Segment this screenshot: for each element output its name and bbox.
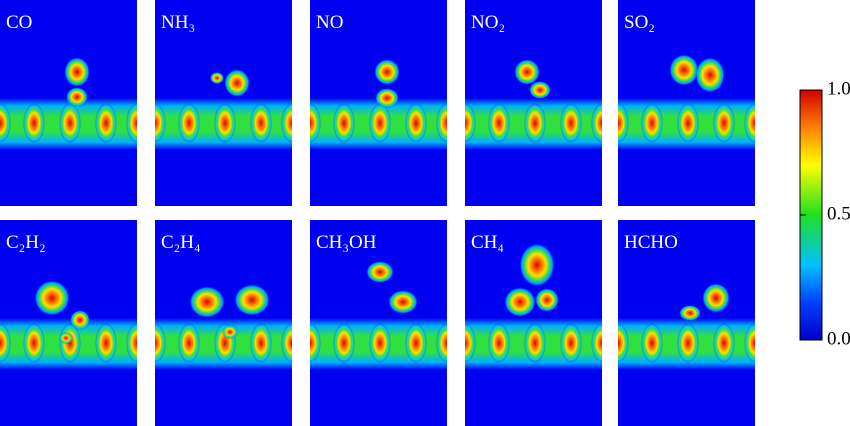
surface-atom: [281, 323, 292, 363]
molecule-density: [66, 87, 88, 107]
panel: NO: [310, 0, 447, 206]
surface-atom: [155, 323, 166, 363]
panel: C₂H₄: [155, 220, 292, 426]
panel: SO₂: [618, 0, 755, 206]
surface-atom: [677, 103, 699, 143]
panel: CH₃OH: [310, 220, 447, 426]
surface-atom: [641, 323, 663, 363]
molecule-density: [529, 81, 551, 99]
surface-atom: [0, 103, 11, 143]
surface-atom: [713, 323, 735, 363]
surface-atom: [178, 323, 200, 363]
molecule-density: [679, 305, 701, 321]
panel: CO: [0, 0, 137, 206]
surface-atom: [677, 323, 699, 363]
surface-atom: [333, 323, 355, 363]
molecule-density: [702, 283, 730, 313]
molecule-density: [64, 57, 90, 87]
surface-atom: [560, 323, 582, 363]
surface-atom: [488, 103, 510, 143]
panel: NO₂: [465, 0, 602, 206]
molecule-density: [375, 88, 399, 108]
surface-atom: [641, 103, 663, 143]
surface-atom: [59, 103, 81, 143]
molecule-density: [374, 59, 400, 85]
surface-atom: [488, 323, 510, 363]
molecule-density: [388, 290, 418, 314]
panel-label: NO₂: [471, 12, 505, 33]
surface-atom: [405, 103, 427, 143]
molecule-density: [519, 243, 555, 287]
panel-label: NO: [316, 12, 343, 33]
molecule-density: [224, 69, 250, 97]
surface-atom: [155, 103, 166, 143]
molecule-density: [535, 288, 559, 312]
surface-atom: [405, 323, 427, 363]
molecule-density: [695, 57, 725, 93]
surface-atom: [524, 323, 546, 363]
surface-atom: [333, 103, 355, 143]
surface-atom: [618, 323, 629, 363]
panel: C₂H₂: [0, 220, 137, 426]
surface-atom: [591, 103, 602, 143]
surface-atom: [436, 103, 447, 143]
surface-atom: [250, 323, 272, 363]
colorbar-tick-label: 0.0: [827, 328, 850, 349]
surface-atom: [713, 103, 735, 143]
surface-atom: [23, 103, 45, 143]
panel-label: SO₂: [624, 12, 655, 33]
molecule-density: [504, 287, 536, 317]
surface-atom: [618, 103, 629, 143]
panel-label: C₂H₄: [161, 232, 201, 253]
molecule-density: [210, 72, 224, 84]
molecule-density: [222, 325, 238, 339]
molecule-density: [189, 286, 225, 318]
colorbar-tick-label: 1.0: [827, 78, 850, 99]
surface-atom: [369, 103, 391, 143]
panel-label: CH₄: [471, 232, 504, 253]
surface-atom: [369, 323, 391, 363]
surface-atom: [126, 323, 137, 363]
surface-atom: [95, 323, 117, 363]
surface-atom: [0, 323, 11, 363]
molecule-density: [514, 59, 540, 85]
surface-atom: [23, 323, 45, 363]
molecule-density: [34, 280, 70, 316]
surface-atom: [465, 103, 476, 143]
panel-label: NH₃: [161, 12, 195, 33]
surface-atom: [591, 323, 602, 363]
surface-atom: [126, 103, 137, 143]
surface-atom: [524, 103, 546, 143]
panel: NH₃: [155, 0, 292, 206]
molecule-density: [59, 332, 73, 344]
colorbar-tick-label: 0.5: [827, 203, 850, 224]
panel: CH₄: [465, 220, 602, 426]
surface-atom: [560, 103, 582, 143]
surface-atom: [281, 103, 292, 143]
surface-atom: [465, 323, 476, 363]
panel-label: C₂H₂: [6, 232, 46, 253]
panel: HCHO: [618, 220, 755, 426]
surface-atom: [436, 323, 447, 363]
molecule-density: [234, 284, 270, 316]
surface-atom: [250, 103, 272, 143]
surface-atom: [214, 103, 236, 143]
surface-atom: [310, 103, 321, 143]
surface-atom: [95, 103, 117, 143]
surface-atom: [744, 103, 755, 143]
surface-atom: [178, 103, 200, 143]
molecule-density: [366, 261, 394, 283]
panel-label: CH₃OH: [316, 232, 377, 253]
surface-atom: [744, 323, 755, 363]
panel-label: CO: [6, 12, 32, 33]
panel-label: HCHO: [624, 232, 678, 253]
molecule-density: [669, 54, 699, 86]
surface-atom: [310, 323, 321, 363]
molecule-density: [70, 310, 90, 330]
